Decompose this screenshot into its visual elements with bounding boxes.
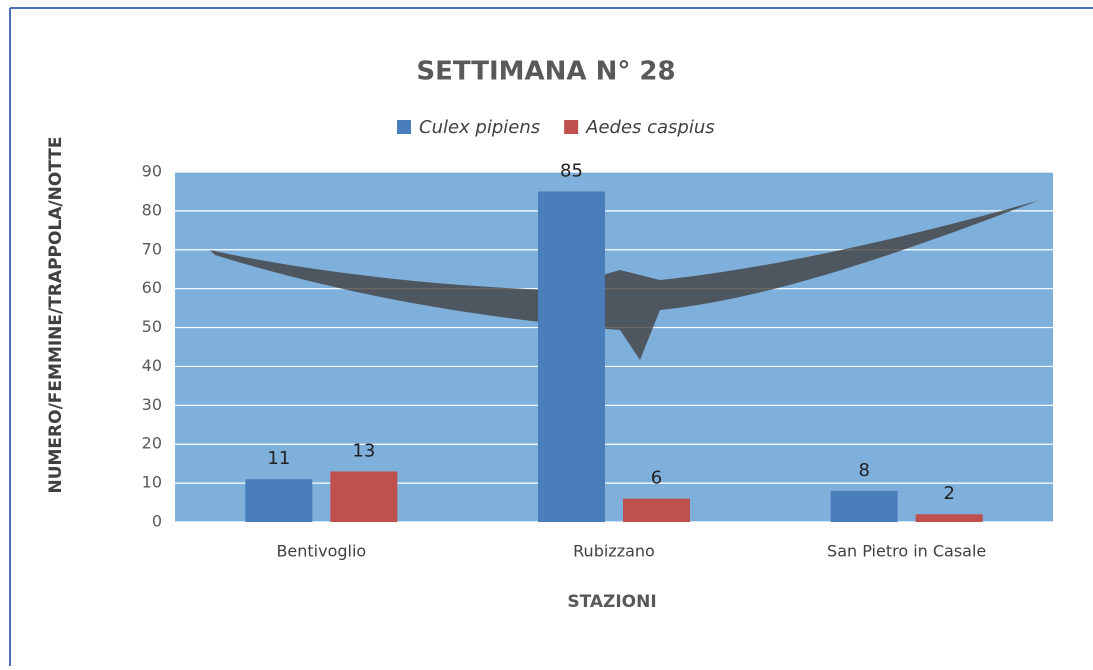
y-tick-label: 50 [142, 317, 162, 336]
data-label: 85 [560, 160, 583, 181]
y-tick-label: 20 [142, 434, 162, 453]
y-tick-label: 80 [142, 200, 162, 219]
y-tick-label: 90 [142, 162, 162, 181]
bar [831, 491, 898, 522]
plot-area [175, 172, 1053, 522]
x-tick-label: Bentivoglio [276, 542, 366, 561]
y-axis-title: NUMERO/FEMMINE/TRAPPOLA/NOTTE [46, 136, 66, 493]
y-tick-label: 40 [142, 356, 162, 375]
x-axis-title: STAZIONI [567, 592, 656, 612]
y-tick-label: 70 [142, 239, 162, 258]
legend-swatch [564, 120, 578, 134]
y-tick-label: 30 [142, 395, 162, 414]
data-label: 11 [267, 448, 290, 469]
data-label: 13 [352, 440, 375, 461]
x-tick-label: Rubizzano [573, 542, 655, 561]
page: {"chart_data": {"type": "bar", "title": … [0, 0, 1093, 666]
legend: Culex pipiens Aedes caspius [397, 117, 715, 138]
data-label: 2 [943, 483, 954, 504]
bar [245, 479, 312, 522]
chart-title: SETTIMANA N° 28 [416, 57, 675, 87]
bar [538, 191, 605, 522]
legend-label: Aedes caspius [585, 117, 715, 138]
data-label: 6 [651, 468, 662, 489]
x-tick-label: San Pietro in Casale [827, 542, 986, 561]
legend-label: Culex pipiens [419, 117, 540, 138]
legend-swatch [397, 120, 411, 134]
y-tick-label: 10 [142, 473, 162, 492]
data-label: 8 [858, 460, 869, 481]
bar [330, 471, 397, 522]
chart: SETTIMANA N° 28 STAZIONI NUMERO/FEMMINE/… [0, 0, 1093, 666]
bar [623, 499, 690, 522]
bar [916, 514, 983, 522]
y-tick-label: 0 [152, 512, 162, 531]
y-tick-label: 60 [142, 278, 162, 297]
